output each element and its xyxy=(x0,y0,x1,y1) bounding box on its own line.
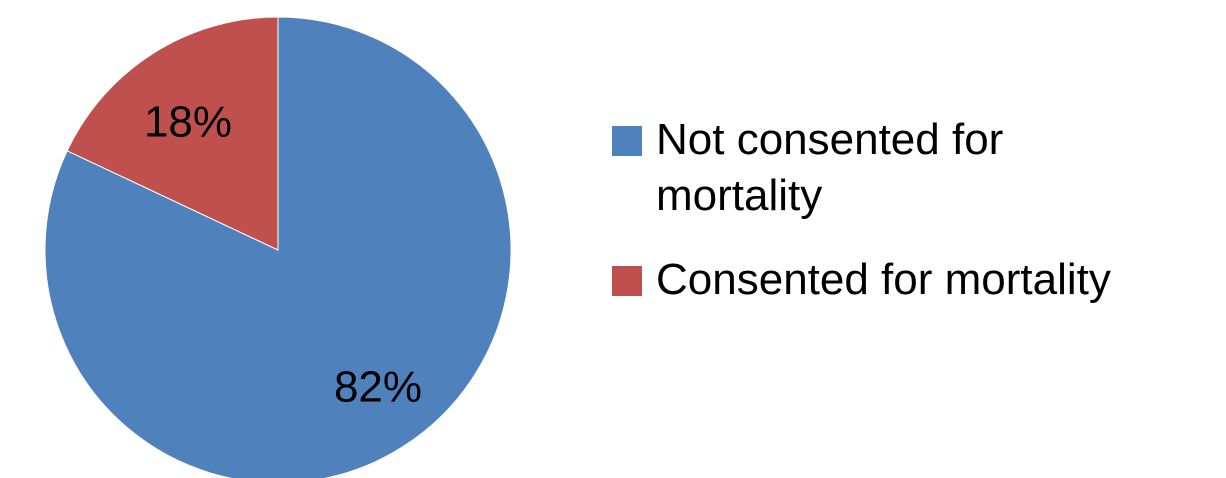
data-label-consented: 18% xyxy=(144,98,232,147)
legend-item-consented: Consented for mortality xyxy=(612,252,1212,308)
legend-label-consented: Consented for mortality xyxy=(656,255,1111,304)
legend-swatch-not-consented xyxy=(612,126,642,156)
legend-swatch-consented xyxy=(612,266,642,296)
legend-item-not-consented: Not consented for mortality xyxy=(612,112,1212,224)
legend-label-not-consented: Not consented for mortality xyxy=(656,115,1004,220)
pie-slice-consented xyxy=(66,16,279,251)
pie-data-labels: 82% 18% xyxy=(144,98,422,412)
legend: Not consented for mortality Consented fo… xyxy=(612,112,1212,336)
data-label-not-consented: 82% xyxy=(334,363,422,412)
pie-slices xyxy=(44,16,512,478)
